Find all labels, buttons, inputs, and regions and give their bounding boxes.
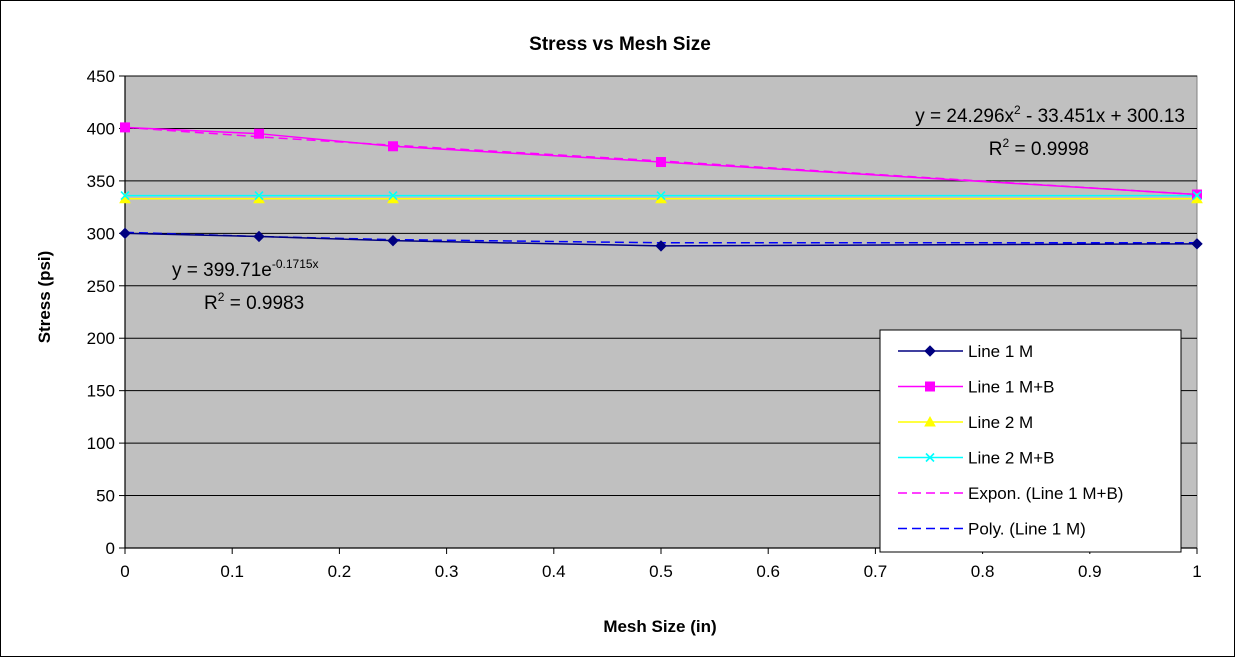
legend-marker-3 [925,452,935,463]
y-tick-labels: 0 50 100 150 200 250 300 350 400 450 [87,67,115,558]
series-3-point-4 [1192,191,1202,201]
x-tick-label: 0.5 [649,562,673,581]
x-tick-label: 0.7 [864,562,888,581]
series-1-point-0 [120,122,130,133]
legend-label-3: Line 2 M+B [968,449,1054,468]
series-3-point-3 [656,191,666,201]
x-tick-label: 0.2 [328,562,352,581]
x-tick-labels: 0 0.1 0.2 0.3 0.4 0.5 0.6 0.7 0.8 0.9 1 [120,562,1201,581]
legend-marker-2 [924,415,936,427]
series-0-point-4 [1191,238,1203,250]
annotation-poly-r2: R2 = 0.9998 [989,136,1089,160]
x-tick-label: 0.9 [1078,562,1102,581]
legend-label-2: Line 2 M [968,413,1033,432]
x-tick-label: 0.6 [756,562,780,581]
legend-label-5: Poly. (Line 1 M) [968,520,1086,539]
legend-marker-1 [925,381,935,392]
y-axis-label: Stress (psi) [35,251,54,344]
legend-label-0: Line 1 M [968,342,1033,361]
series-0-point-0 [119,227,131,240]
legend-label-4: Expon. (Line 1 M+B) [968,484,1123,503]
y-tick-label: 450 [87,67,115,86]
x-tick-label: 0.3 [435,562,459,581]
series-0-point-1 [253,230,265,243]
annotation-exp-eq: y = 399.71e-0.1715x [172,257,319,281]
x-tick-label: 1 [1192,562,1201,581]
chart-title: Stress vs Mesh Size [529,34,711,55]
series-markers [119,122,1203,252]
y-tick-label: 350 [87,172,115,191]
legend-box [879,329,1182,553]
legend-label-1: Line 1 M+B [968,378,1054,397]
series-0-point-2 [387,234,399,247]
legend: Line 1 M Line 1 M+B Line 2 M Line 2 M+B Expo… [879,329,1182,553]
y-tick-label: 50 [96,487,115,506]
y-tick-label: 100 [87,434,115,453]
series-1-point-1 [254,128,264,139]
legend-marker-0 [924,345,936,357]
series-0-point-3 [655,240,667,252]
series-3-point-1 [254,191,264,201]
x-tick-label: 0.1 [220,562,244,581]
series-1-point-3 [656,157,666,168]
y-tick-label: 200 [87,329,115,348]
annotation-exp-r2: R2 = 0.9983 [204,290,304,314]
y-tick-label: 150 [87,382,115,401]
y-tick-label: 250 [87,277,115,296]
y-tick-label: 300 [87,224,115,243]
series-1-point-2 [388,141,398,152]
x-axis-label: Mesh Size (in) [603,617,716,636]
x-tick-label: 0.8 [971,562,995,581]
x-tick-label: 0.4 [542,562,566,581]
series-3-point-2 [388,191,398,201]
x-tick-label: 0 [120,562,129,581]
series-3-point-0 [120,191,130,201]
y-tick-label: 0 [106,539,115,558]
annotation-poly-eq: y = 24.296x2 - 33.451x + 300.13 [915,103,1185,127]
y-tick-label: 400 [87,119,115,138]
trendline-equations: y = 24.296x2 - 33.451x + 300.13 R2 = 0.99… [172,103,1185,314]
